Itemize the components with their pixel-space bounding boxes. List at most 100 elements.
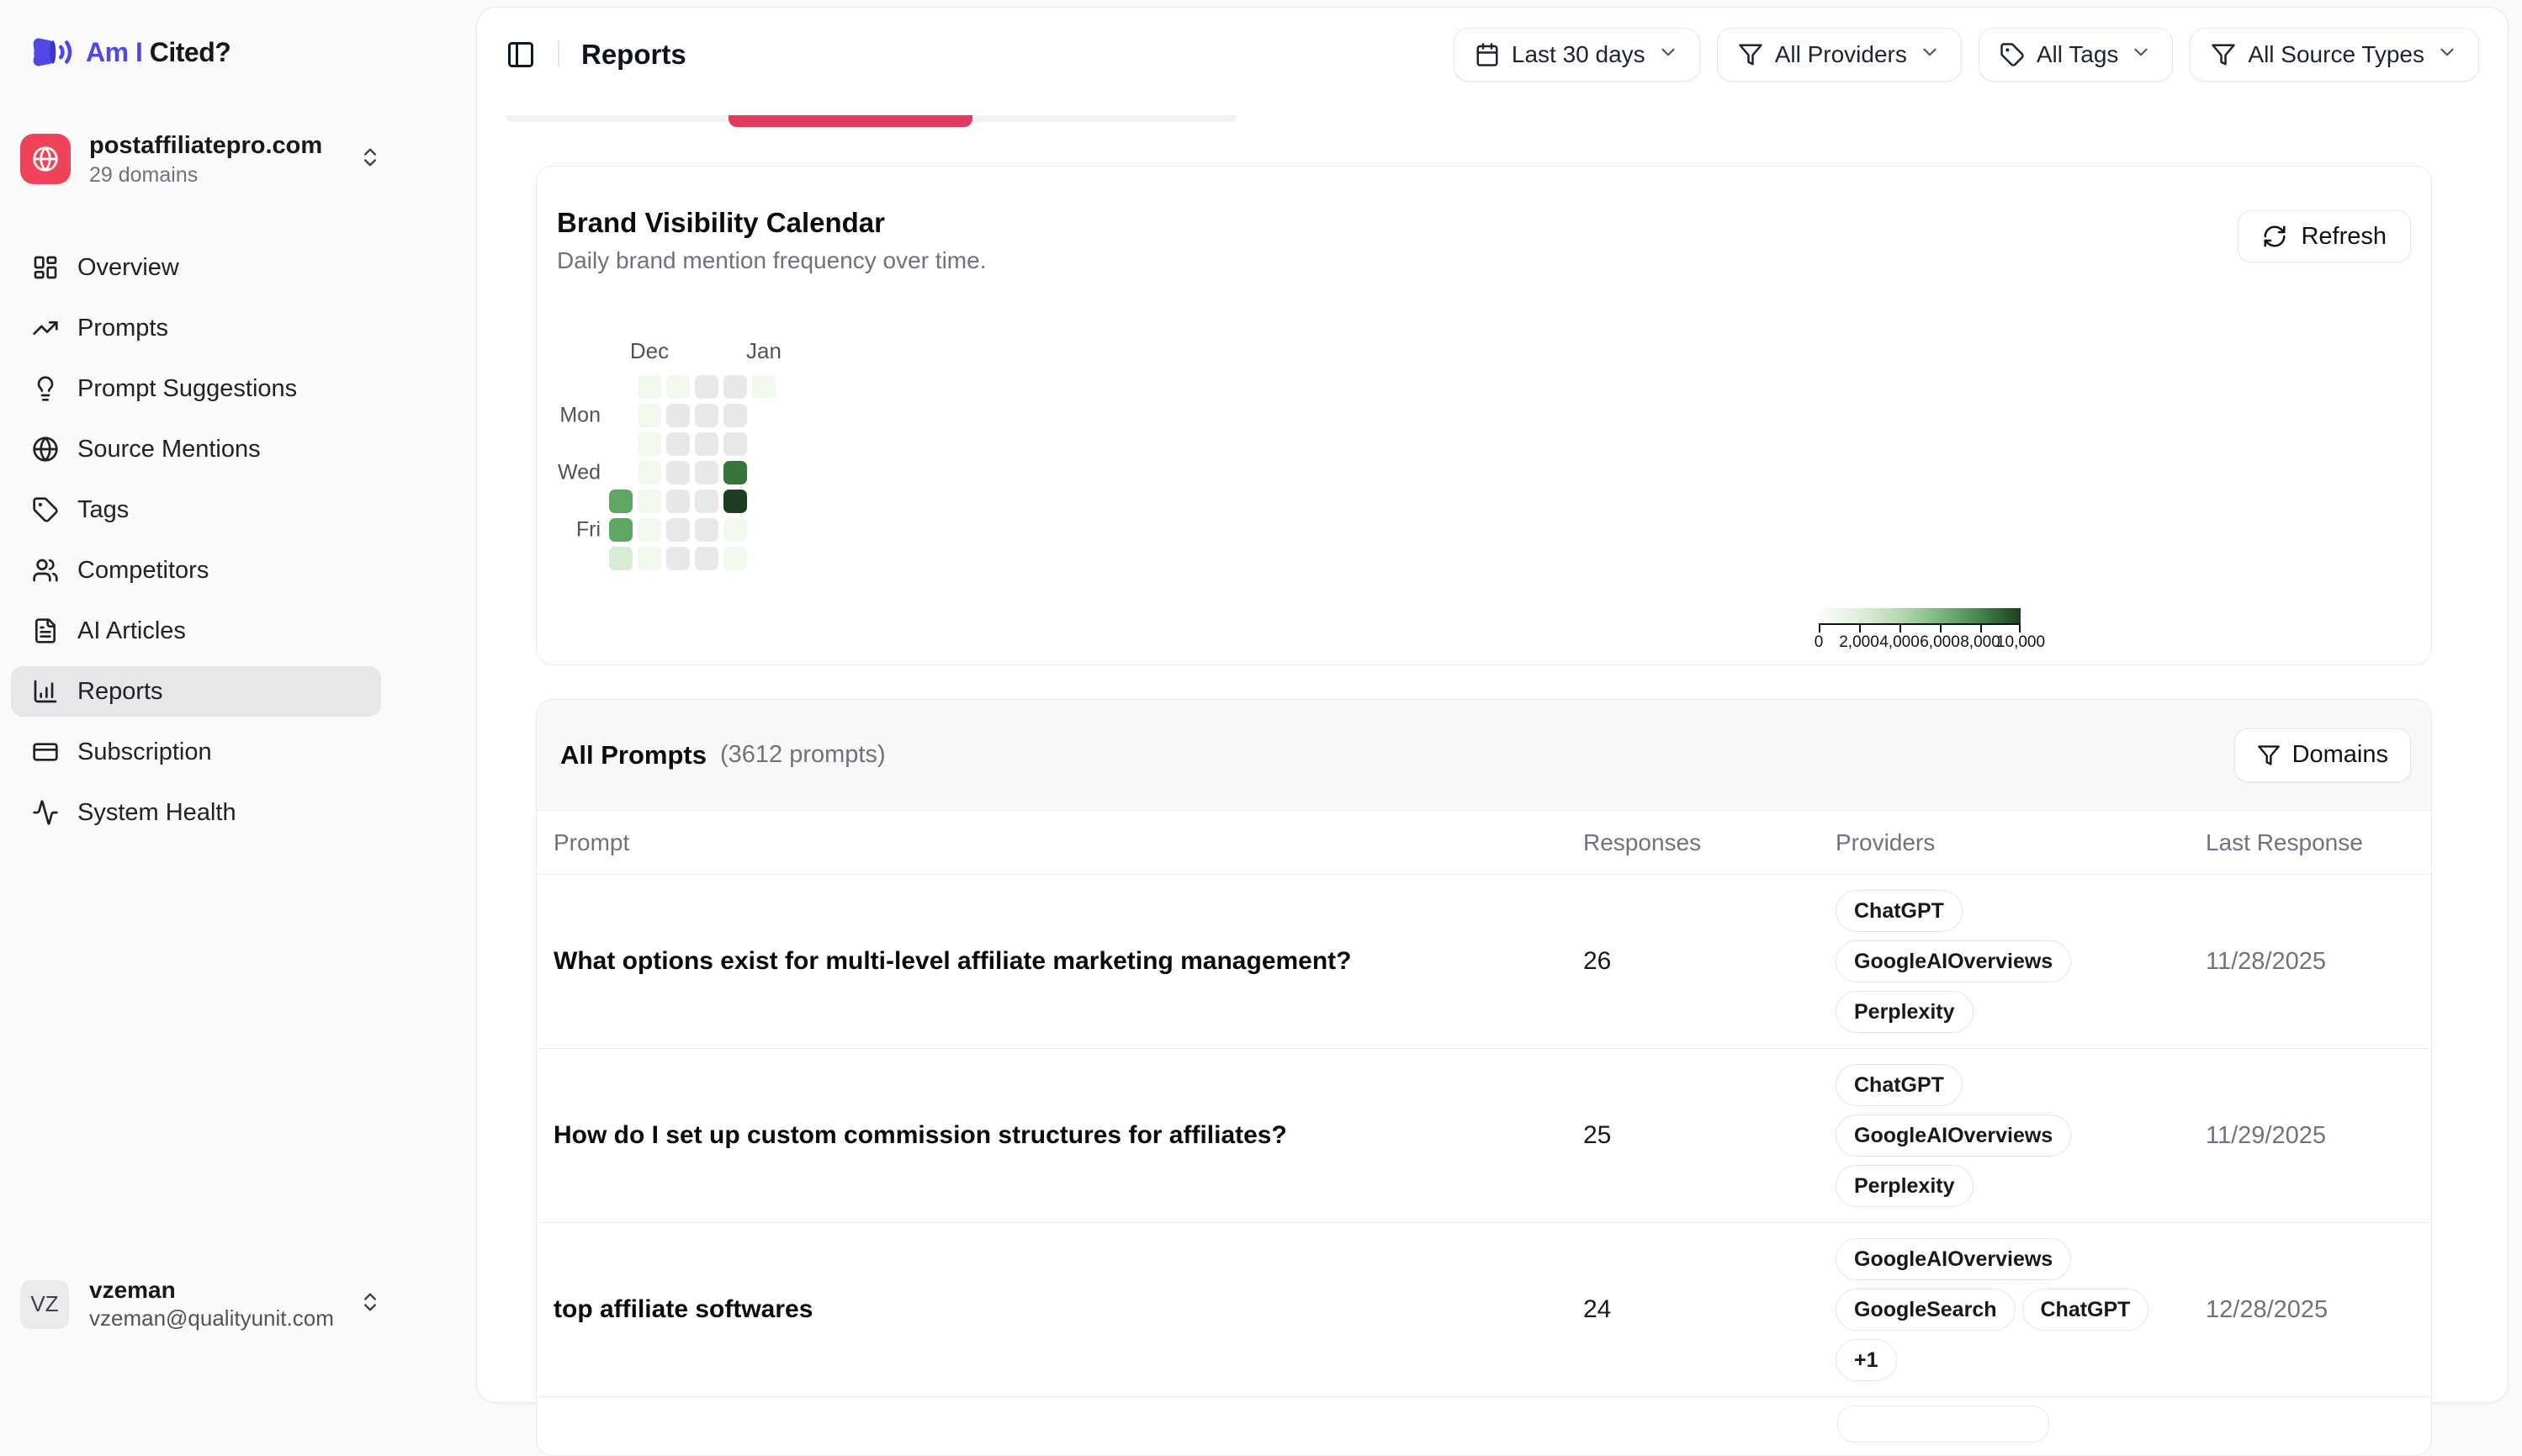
all-prompts-card: All Prompts (3612 prompts) Domains Promp… [536, 699, 2432, 1456]
heatmap-cell[interactable] [723, 518, 747, 542]
chevrons-up-down-icon [364, 148, 376, 167]
app-logo: Am I Cited? [24, 25, 231, 79]
tag-icon [2000, 43, 2024, 66]
refresh-cw-icon [2264, 225, 2286, 247]
column-header-responses: Responses [1583, 829, 1702, 855]
heatmap-cell[interactable] [752, 375, 776, 399]
user-menu[interactable]: VZ vzeman vzeman@qualityunit.com [20, 1277, 382, 1332]
workspace-switcher[interactable]: postaffiliatepro.com 29 domains [20, 131, 382, 188]
sidebar-item-reports[interactable]: Reports [11, 666, 381, 717]
heatmap-cell[interactable] [666, 375, 690, 399]
main-content-card: Reports Last 30 days All Providers All Tag… [476, 7, 2509, 1456]
sidebar-item-competitors[interactable]: Competitors [11, 545, 381, 596]
workspace-name: postaffiliatepro.com [89, 132, 323, 159]
lightbulb-icon [37, 376, 54, 401]
sidebar-nav: Overview Prompts Prompt Suggestions Source … [11, 242, 381, 848]
prompts-count: (3612 prompts) [719, 741, 886, 768]
last-response-date: 12/28/2025 [2206, 1295, 2329, 1323]
heatmap-cell[interactable] [666, 461, 690, 484]
globe-icon [33, 146, 58, 172]
heatmap-cell[interactable] [723, 490, 747, 513]
heatmap-cell[interactable] [723, 404, 747, 427]
sidebar-item-label: Source Mentions [77, 435, 261, 463]
prompt-table-row[interactable]: What options exist for multi-level affil… [537, 875, 2431, 1049]
heatmap-cell[interactable] [638, 375, 661, 399]
heatmap-cell[interactable] [723, 432, 747, 456]
provider-badge: +1 [1836, 1339, 1897, 1381]
legend-tick-label: 4,000 [1879, 633, 1920, 651]
heatmap-cell[interactable] [638, 547, 661, 570]
filter-all-source-types[interactable]: All Source Types [2190, 28, 2479, 82]
heatmap-cell[interactable] [695, 375, 718, 399]
sidebar-toggle-button[interactable] [506, 40, 536, 70]
heatmap-cell[interactable] [666, 547, 690, 570]
heatmap-cell[interactable] [695, 432, 718, 456]
calendar-icon [1476, 43, 1498, 66]
heatmap-cell[interactable] [666, 518, 690, 542]
chevron-down-icon [2440, 48, 2454, 56]
heatmap-cell[interactable] [638, 518, 661, 542]
next-row-peek-badge [1837, 1406, 2049, 1443]
sidebar-item-label: Prompts [77, 314, 168, 341]
heatmap-cell[interactable] [609, 547, 633, 570]
panel-left-icon [508, 42, 533, 67]
sidebar-item-label: System Health [77, 798, 236, 826]
domains-filter-button[interactable]: Domains [2233, 728, 2411, 782]
sidebar-item-ai-articles[interactable]: AI Articles [11, 606, 381, 656]
refresh-button[interactable]: Refresh [2238, 210, 2411, 262]
last-response-date: 11/29/2025 [2206, 1121, 2326, 1149]
filter-last-30-days[interactable]: Last 30 days [1453, 28, 1700, 82]
responses-count: 25 [1583, 1121, 1612, 1149]
sidebar-item-subscription[interactable]: Subscription [11, 727, 381, 777]
page-header: Reports Last 30 days All Providers All Tag… [477, 8, 2508, 102]
heatmap-cell[interactable] [609, 518, 633, 542]
sidebar-item-prompt-suggestions[interactable]: Prompt Suggestions [11, 363, 381, 414]
heatmap-cell[interactable] [638, 432, 661, 456]
prompt-table-row[interactable]: top affiliate softwares 24 GoogleAIOvervie… [537, 1223, 2431, 1397]
heatmap-cell[interactable] [723, 547, 747, 570]
heatmap-cell[interactable] [723, 461, 747, 484]
sidebar-item-prompts[interactable]: Prompts [11, 303, 381, 353]
legend-tick-label: 6,000 [1920, 633, 1960, 651]
provider-badge: GoogleAIOverviews [1836, 940, 2072, 982]
legend-tick-label: 10,000 [1995, 633, 2046, 651]
heatmap-cell[interactable] [666, 432, 690, 456]
tag-icon [33, 497, 58, 522]
sidebar-item-tags[interactable]: Tags [11, 484, 381, 535]
table-body: What options exist for multi-level affil… [537, 875, 2431, 1397]
heatmap-cell[interactable] [666, 404, 690, 427]
chevron-down-icon [2134, 48, 2148, 56]
provider-badge: GoogleSearch [1836, 1289, 2016, 1331]
heatmap-cell[interactable] [609, 490, 633, 513]
prompt-table-row[interactable]: How do I set up custom commission struct… [537, 1049, 2431, 1223]
sidebar-item-label: Overview [77, 253, 179, 281]
heatmap-cell[interactable] [723, 375, 747, 399]
clipped-tab-strip [506, 115, 1237, 127]
last-response-date: 11/28/2025 [2206, 947, 2326, 975]
heatmap-cell[interactable] [638, 490, 661, 513]
activity-icon [33, 800, 58, 825]
heatmap-cell[interactable] [638, 404, 661, 427]
sidebar-item-overview[interactable]: Overview [11, 242, 381, 293]
heatmap-cell[interactable] [666, 490, 690, 513]
filter-label: All Providers [1774, 41, 1907, 67]
heatmap-cell[interactable] [695, 518, 718, 542]
funnel-icon [2257, 744, 2280, 765]
heatmap-month-label: Dec [629, 338, 670, 363]
heatmap-cell[interactable] [695, 404, 718, 427]
column-header-last-response: Last Response [2206, 829, 2363, 855]
prompt-text: What options exist for multi-level affil… [554, 946, 1352, 975]
filter-all-tags[interactable]: All Tags [1978, 28, 2174, 82]
filter-all-providers[interactable]: All Providers [1716, 28, 1962, 82]
sidebar-item-source-mentions[interactable]: Source Mentions [11, 424, 381, 474]
filter-label: All Source Types [2248, 41, 2424, 67]
sidebar-item-label: Prompt Suggestions [77, 374, 298, 402]
filter-label: Last 30 days [1511, 41, 1645, 67]
globe-icon [33, 437, 58, 462]
prompts-card-header: All Prompts (3612 prompts) Domains [537, 700, 2431, 811]
heatmap-cell[interactable] [638, 461, 661, 484]
sidebar-item-system-health[interactable]: System Health [11, 787, 381, 838]
heatmap-cell[interactable] [695, 490, 718, 513]
heatmap-cell[interactable] [695, 461, 718, 484]
heatmap-cell[interactable] [695, 547, 718, 570]
